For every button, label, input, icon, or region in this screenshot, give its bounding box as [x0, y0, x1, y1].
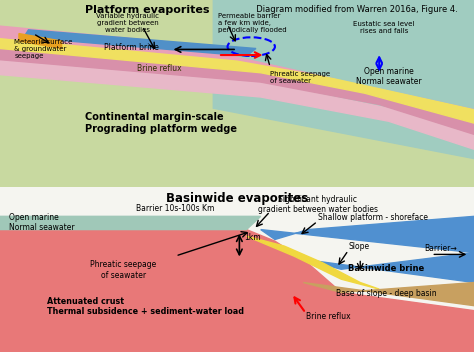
Text: Brine reflux: Brine reflux: [137, 64, 182, 73]
Text: 1km: 1km: [244, 233, 261, 241]
Text: Basinwide evaporites: Basinwide evaporites: [166, 191, 308, 205]
Polygon shape: [0, 45, 474, 134]
Text: Variable hydraulic
gradient between
water bodies: Variable hydraulic gradient between wate…: [97, 13, 159, 33]
Text: Brine reflux: Brine reflux: [306, 312, 350, 321]
Text: Open marine
Normal seawater: Open marine Normal seawater: [356, 67, 421, 86]
Polygon shape: [303, 283, 474, 306]
Text: Basinwide brine: Basinwide brine: [348, 264, 424, 273]
Text: Diagram modified from Warren 2016a, Figure 4.: Diagram modified from Warren 2016a, Figu…: [251, 5, 458, 14]
Text: Slope: Slope: [348, 243, 370, 251]
Text: Barrier→: Barrier→: [424, 244, 457, 253]
Polygon shape: [246, 236, 379, 289]
Text: Platform evaporites: Platform evaporites: [85, 5, 210, 15]
Text: Permeable barrier
a few km wide,
periodically flooded: Permeable barrier a few km wide, periodi…: [218, 13, 287, 33]
Polygon shape: [237, 23, 474, 108]
Text: Phreatic seepage
of seawater: Phreatic seepage of seawater: [90, 260, 156, 279]
Polygon shape: [0, 60, 474, 149]
Polygon shape: [0, 230, 474, 352]
Polygon shape: [261, 216, 474, 253]
Polygon shape: [0, 187, 474, 352]
Text: Open marine
Normal seawater: Open marine Normal seawater: [9, 213, 75, 232]
Polygon shape: [0, 26, 474, 108]
Polygon shape: [19, 33, 62, 49]
Text: Phreatic seepage
of seawater: Phreatic seepage of seawater: [270, 71, 330, 84]
Text: Platform brine: Platform brine: [104, 43, 159, 52]
Text: Base of slope - deep basin: Base of slope - deep basin: [336, 289, 437, 298]
Text: Meteoric surface
& groundwater
seepage: Meteoric surface & groundwater seepage: [14, 39, 73, 59]
Text: Attenuated crust
Thermal subsidence + sediment-water load: Attenuated crust Thermal subsidence + se…: [47, 297, 245, 316]
Text: Shallow platform - shoreface: Shallow platform - shoreface: [318, 213, 428, 222]
Polygon shape: [0, 0, 474, 187]
Polygon shape: [303, 253, 474, 283]
Text: Significant hydraulic
gradient between water bodies: Significant hydraulic gradient between w…: [257, 195, 378, 214]
Text: Eustatic sea level
rises and falls: Eustatic sea level rises and falls: [353, 20, 415, 33]
Polygon shape: [24, 30, 256, 56]
Text: Barrier 10s-100s Km: Barrier 10s-100s Km: [136, 204, 215, 213]
Polygon shape: [0, 33, 474, 123]
Polygon shape: [0, 216, 261, 230]
Text: Continental margin-scale
Prograding platform wedge: Continental margin-scale Prograding plat…: [85, 112, 237, 134]
Polygon shape: [213, 0, 474, 158]
